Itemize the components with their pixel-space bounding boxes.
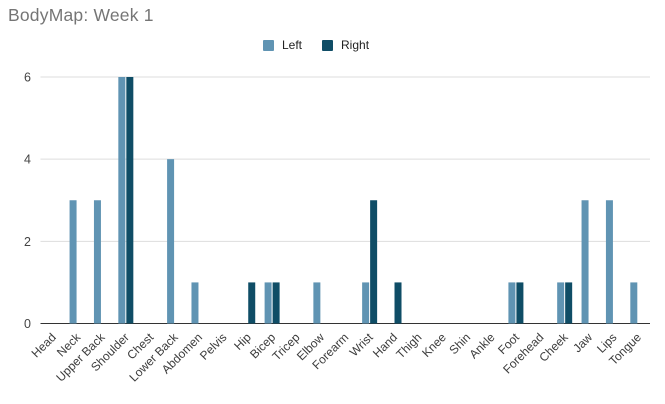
legend-item-right: Right bbox=[322, 38, 369, 52]
chart-legend: Left Right bbox=[263, 38, 369, 52]
x-label-hand: Hand bbox=[370, 330, 400, 360]
x-label-pelvis: Pelvis bbox=[197, 330, 230, 363]
chart-title: BodyMap: Week 1 bbox=[8, 5, 154, 25]
bar-right-foot bbox=[516, 282, 524, 324]
bar-right-bicep bbox=[272, 282, 280, 324]
legend-swatch-left-icon bbox=[263, 39, 274, 51]
bar-right-shoulder bbox=[126, 77, 134, 324]
bar-left-lower-back bbox=[167, 159, 175, 324]
bar-left-neck bbox=[69, 200, 77, 324]
x-label-ankle: Ankle bbox=[467, 330, 498, 361]
bar-right-wrist bbox=[370, 200, 378, 324]
bar-left-upper-back bbox=[93, 200, 101, 324]
bar-left-wrist bbox=[362, 282, 370, 324]
bar-right-cheek bbox=[565, 282, 573, 324]
x-label-thigh: Thigh bbox=[393, 330, 424, 361]
x-label-cheek: Cheek bbox=[536, 330, 571, 365]
legend-label-left: Left bbox=[282, 38, 303, 52]
bar-left-cheek bbox=[557, 282, 565, 324]
x-label-knee: Knee bbox=[419, 330, 449, 360]
bar-left-bicep bbox=[264, 282, 272, 324]
x-label-jaw: Jaw bbox=[570, 330, 595, 355]
bar-left-tongue bbox=[630, 282, 638, 324]
x-label-wrist: Wrist bbox=[347, 330, 377, 360]
y-tick-label-6: 6 bbox=[24, 71, 31, 85]
bar-left-shoulder bbox=[118, 77, 126, 324]
bar-left-foot bbox=[508, 282, 516, 324]
bar-left-jaw bbox=[581, 200, 589, 324]
bar-left-lips bbox=[605, 200, 613, 324]
y-tick-label-2: 2 bbox=[24, 235, 31, 249]
legend-item-left: Left bbox=[263, 38, 302, 52]
x-label-head: Head bbox=[29, 330, 59, 360]
y-tick-label-4: 4 bbox=[24, 153, 31, 167]
bar-left-elbow bbox=[313, 282, 321, 324]
bar-left-abdomen bbox=[191, 282, 199, 324]
legend-swatch-right-icon bbox=[322, 39, 334, 51]
bar-right-hip bbox=[248, 282, 256, 324]
legend-label-right: Right bbox=[341, 38, 370, 52]
y-tick-label-0: 0 bbox=[24, 317, 31, 331]
bar-right-hand bbox=[394, 282, 402, 324]
